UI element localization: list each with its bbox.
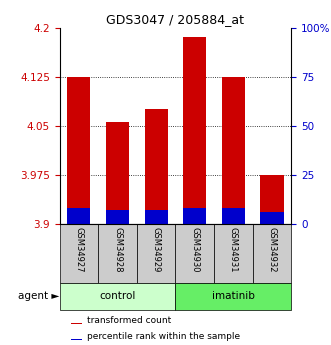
- Bar: [222, 208, 245, 224]
- Bar: [137, 224, 175, 283]
- Bar: [145, 210, 168, 224]
- Bar: [67, 208, 90, 224]
- Text: GSM34929: GSM34929: [152, 227, 161, 272]
- Bar: [260, 212, 284, 224]
- Bar: [98, 224, 137, 283]
- Bar: [71, 323, 82, 324]
- Bar: [260, 175, 284, 224]
- Text: GSM34931: GSM34931: [229, 227, 238, 272]
- Bar: [175, 283, 291, 310]
- Bar: [106, 122, 129, 224]
- Text: GSM34932: GSM34932: [267, 227, 276, 272]
- Text: GSM34930: GSM34930: [190, 227, 199, 272]
- Text: control: control: [99, 292, 136, 302]
- Text: imatinib: imatinib: [212, 292, 255, 302]
- Text: agent ►: agent ►: [18, 292, 60, 302]
- Bar: [183, 208, 206, 224]
- Title: GDS3047 / 205884_at: GDS3047 / 205884_at: [107, 13, 244, 27]
- Text: GSM34928: GSM34928: [113, 227, 122, 272]
- Text: percentile rank within the sample: percentile rank within the sample: [87, 332, 240, 341]
- Bar: [222, 77, 245, 224]
- Bar: [253, 224, 291, 283]
- Bar: [60, 283, 175, 310]
- Bar: [175, 224, 214, 283]
- Bar: [145, 109, 168, 224]
- Bar: [106, 210, 129, 224]
- Bar: [71, 338, 82, 340]
- Bar: [183, 37, 206, 224]
- Bar: [214, 224, 253, 283]
- Text: transformed count: transformed count: [87, 316, 171, 325]
- Text: GSM34927: GSM34927: [74, 227, 83, 272]
- Bar: [60, 224, 98, 283]
- Bar: [67, 77, 90, 224]
